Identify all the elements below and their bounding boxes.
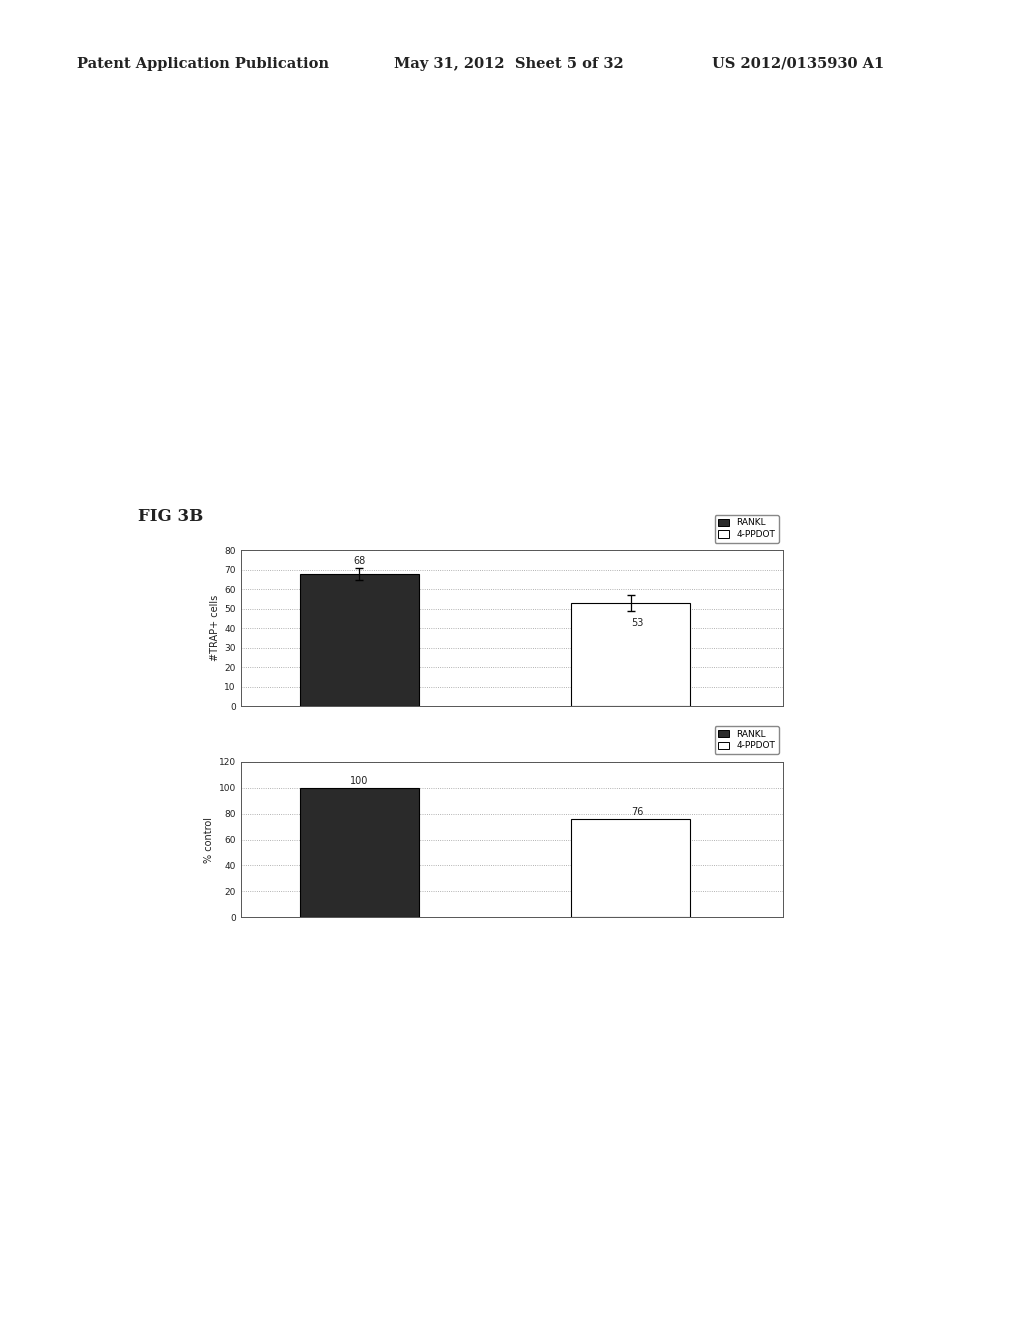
Text: 68: 68: [353, 556, 366, 566]
Legend: RANKL, 4-PPDOT: RANKL, 4-PPDOT: [715, 515, 779, 543]
Text: 53: 53: [631, 618, 643, 627]
Bar: [300, 574, 419, 706]
Text: US 2012/0135930 A1: US 2012/0135930 A1: [712, 57, 884, 71]
Y-axis label: % control: % control: [205, 817, 214, 862]
Bar: [300, 788, 419, 917]
Text: Patent Application Publication: Patent Application Publication: [77, 57, 329, 71]
Legend: RANKL, 4-PPDOT: RANKL, 4-PPDOT: [715, 726, 779, 754]
Text: FIG 3B: FIG 3B: [138, 508, 204, 525]
Bar: [571, 603, 690, 706]
Text: 100: 100: [350, 776, 369, 785]
Y-axis label: #TRAP+ cells: #TRAP+ cells: [210, 595, 220, 661]
Bar: [571, 818, 690, 917]
Text: May 31, 2012  Sheet 5 of 32: May 31, 2012 Sheet 5 of 32: [394, 57, 624, 71]
Text: 76: 76: [631, 807, 643, 817]
